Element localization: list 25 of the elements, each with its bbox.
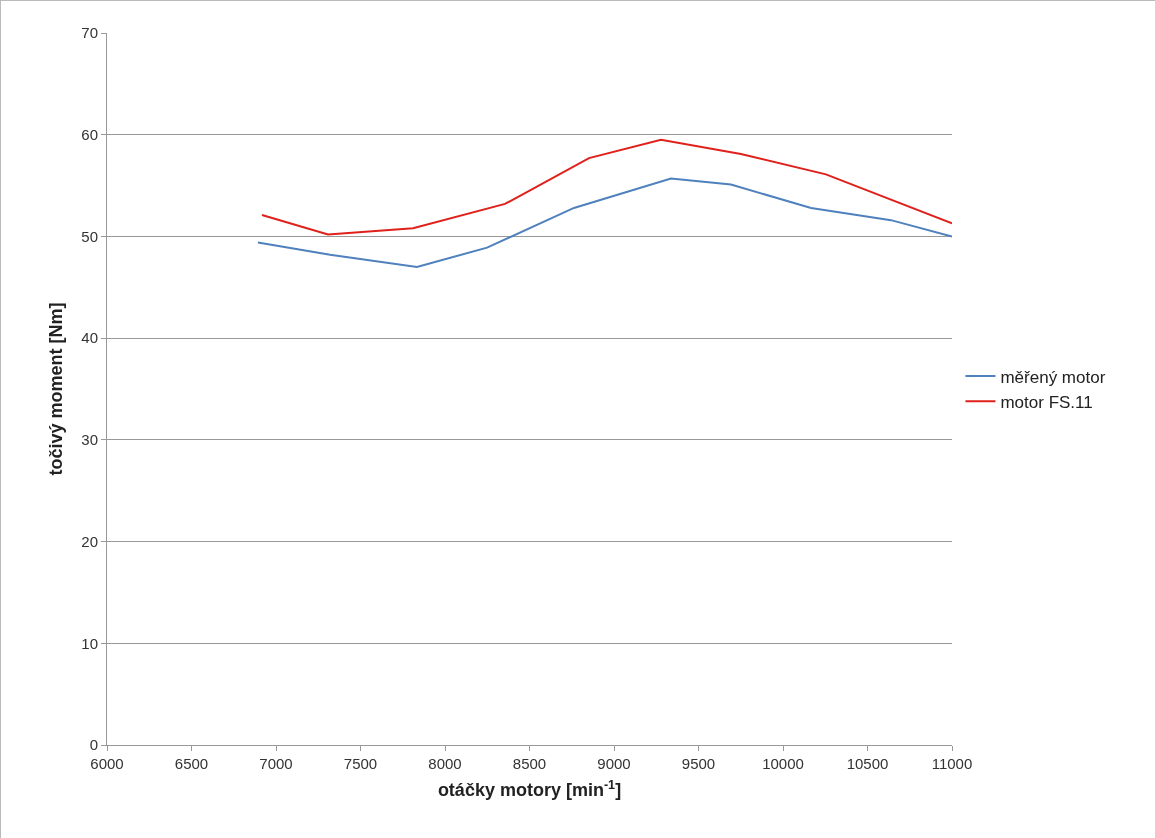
line-series [256,177,952,268]
y-tick-label: 50 [81,227,98,245]
x-tick-label: 8500 [512,755,547,772]
x-axis-title: otáčky motory [min$^{-1}$] [437,777,622,801]
y-tick-label: 60 [81,125,98,143]
x-tick-label: 6000 [90,755,124,772]
x-tick-label: 9000 [597,755,631,772]
y-tick-label: 0 [89,736,98,754]
x-tick-label: 7000 [259,755,293,772]
line-series [260,138,952,236]
x-tick-label: 11000 [931,755,973,772]
legend-label: motor FS.11 [1000,392,1093,412]
y-tick-label: 70 [81,24,98,42]
y-axis-title: točivý moment [Nm] [45,302,66,476]
x-tick-label: 10000 [762,755,804,772]
x-tick-label: 8000 [428,755,462,772]
y-tick-label: 30 [81,431,98,449]
x-tick-label: 7500 [343,755,378,772]
x-tick-label: 10500 [846,755,889,772]
y-tick-label: 40 [81,329,98,347]
x-tick-label: 6500 [174,755,209,772]
y-tick-label: 10 [81,634,98,652]
x-tick-label: 9500 [681,755,716,772]
y-tick-label: 20 [81,532,98,550]
legend-label: měřený motor [1000,367,1106,387]
